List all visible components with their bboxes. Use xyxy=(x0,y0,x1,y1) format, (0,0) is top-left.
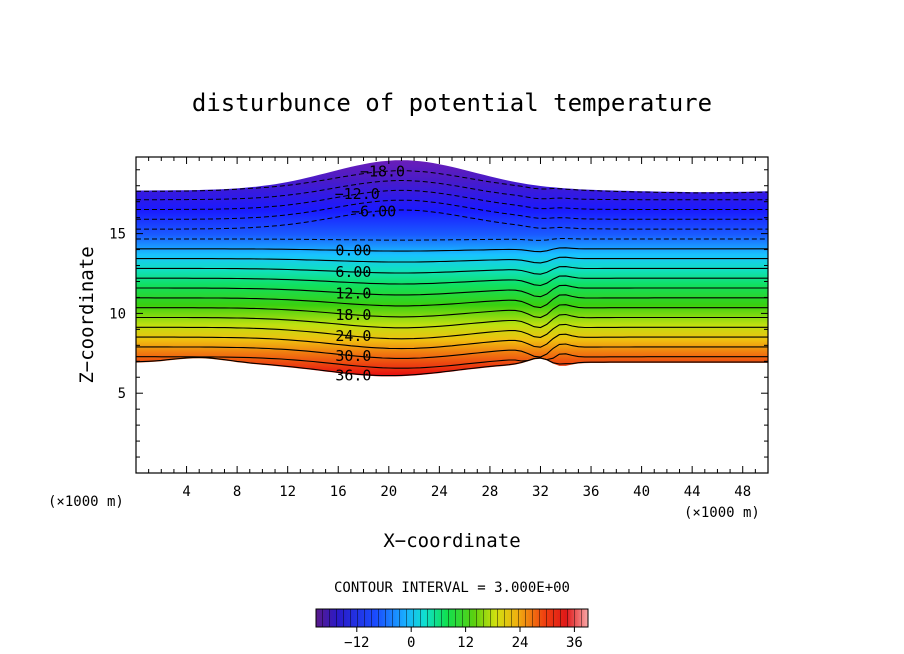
contour-line xyxy=(136,256,768,264)
x-axis-label: X−coordinate xyxy=(383,530,520,552)
x-tick-label: 24 xyxy=(431,484,448,500)
contour-line xyxy=(136,189,768,210)
contour-line xyxy=(136,333,768,350)
chart-title: disturbunce of potential temperature xyxy=(192,89,712,117)
x-unit-left: (×1000 m) xyxy=(48,494,124,510)
x-tick-label: 20 xyxy=(380,484,397,500)
contour-line xyxy=(136,170,769,194)
colorbar-tick-label: 36 xyxy=(566,635,583,651)
contour-line xyxy=(136,323,768,340)
x-tick-label: 32 xyxy=(532,484,549,500)
contour-line xyxy=(136,209,768,230)
x-tick-label: 28 xyxy=(481,484,498,500)
contour-label: 36.0 xyxy=(335,366,371,384)
contour-line xyxy=(136,304,768,319)
contour-label: 6.00 xyxy=(335,263,371,281)
contour-line xyxy=(136,313,768,329)
colorbar-dividers xyxy=(316,609,588,627)
y-tick-label: 5 xyxy=(118,386,126,402)
contour-line xyxy=(136,247,768,253)
x-tick-label: 4 xyxy=(182,484,190,500)
contour-line xyxy=(136,266,768,275)
colorbar-tick-label: −12 xyxy=(344,635,369,651)
colorbar: −12 0 12 24 36 xyxy=(315,608,589,651)
contour-label: −6.00 xyxy=(351,203,396,221)
plot-area: −18.0−12.0−6.000.006.0012.018.024.030.03… xyxy=(109,156,769,500)
x-tick-label: 40 xyxy=(633,484,650,500)
contour-labels: −18.0 −12.0−6.00 0.00 6.00 12.0 18.0 24.0 30.03… xyxy=(335,163,405,385)
contour-label: 12.0 xyxy=(335,284,371,302)
contour-lines xyxy=(135,170,769,377)
x-tick-label: 48 xyxy=(734,484,751,500)
contour-label: 0.00 xyxy=(335,242,371,260)
contour-line xyxy=(135,356,768,377)
contour-line xyxy=(136,179,768,201)
contour-label: 18.0 xyxy=(335,306,371,324)
y-axis-label: Z−coordinate xyxy=(76,246,98,383)
contour-interval: CONTOUR INTERVAL = 3.000E+00 xyxy=(334,580,570,596)
colorbar-ticks: −12 0 12 24 36 xyxy=(344,627,583,651)
contour-line xyxy=(136,294,768,309)
y-tick-label: 10 xyxy=(109,306,126,322)
contour-label: −18.0 xyxy=(360,163,405,181)
x-tick-label: 36 xyxy=(583,484,600,500)
x-tick-label: 8 xyxy=(233,484,241,500)
contour-line xyxy=(136,343,768,359)
y-tick-label: 15 xyxy=(109,227,126,243)
contour-line xyxy=(136,238,768,241)
colorbar-tick-label: 0 xyxy=(407,635,415,651)
x-tick-label: 16 xyxy=(330,484,347,500)
x-unit-right: (×1000 m) xyxy=(684,505,760,521)
contour-line xyxy=(136,353,768,369)
contour-line xyxy=(136,199,768,220)
contour-label: 24.0 xyxy=(335,327,371,345)
contour-label: 30.0 xyxy=(335,347,371,365)
x-tick-label: 44 xyxy=(684,484,701,500)
contour-line xyxy=(136,284,768,298)
contour-label: −12.0 xyxy=(335,185,380,203)
colorbar-tick-label: 24 xyxy=(512,635,529,651)
contour-line xyxy=(136,275,768,287)
colorbar-tick-label: 12 xyxy=(457,635,474,651)
x-tick-label: 12 xyxy=(279,484,296,500)
